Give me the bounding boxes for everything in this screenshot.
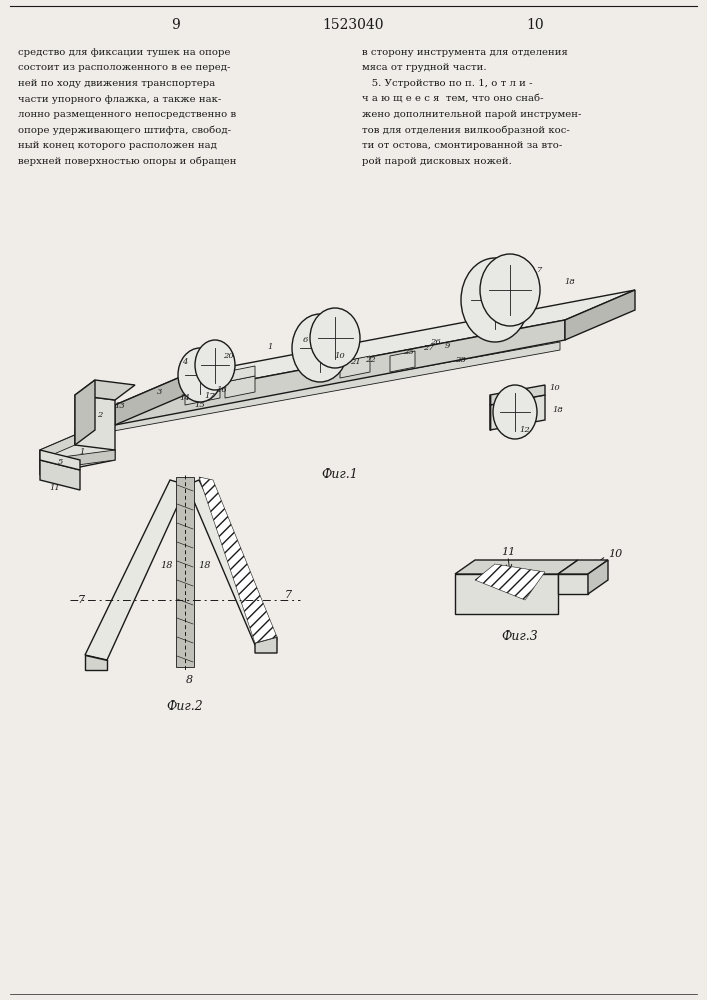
Text: 13: 13 <box>115 402 125 410</box>
Polygon shape <box>199 477 277 643</box>
Text: 15: 15 <box>194 401 205 409</box>
Text: 6: 6 <box>303 336 308 344</box>
Polygon shape <box>85 655 107 670</box>
Text: ти от остова, смонтированной за вто-: ти от остова, смонтированной за вто- <box>362 141 562 150</box>
Polygon shape <box>390 351 415 372</box>
Text: рой парой дисковых ножей.: рой парой дисковых ножей. <box>362 156 512 165</box>
Text: в сторону инструмента для отделения: в сторону инструмента для отделения <box>362 48 568 57</box>
Ellipse shape <box>310 308 360 368</box>
Polygon shape <box>40 450 80 470</box>
Text: 20: 20 <box>223 352 233 360</box>
Polygon shape <box>176 477 194 667</box>
Polygon shape <box>75 380 95 445</box>
Text: 1: 1 <box>79 448 85 456</box>
Polygon shape <box>115 320 565 425</box>
Text: ч а ю щ е е с я  тем, что оно снаб-: ч а ю щ е е с я тем, что оно снаб- <box>362 95 544 104</box>
Text: 9: 9 <box>170 18 180 32</box>
Text: 9: 9 <box>444 342 450 350</box>
Text: 7: 7 <box>285 590 292 600</box>
Text: 1: 1 <box>267 343 273 351</box>
Polygon shape <box>558 574 588 594</box>
Text: 5. Устройство по п. 1, о т л и -: 5. Устройство по п. 1, о т л и - <box>362 79 532 88</box>
Text: Фиг.2: Фиг.2 <box>167 700 204 713</box>
Polygon shape <box>40 450 115 470</box>
Text: Фиг.1: Фиг.1 <box>322 468 358 481</box>
Polygon shape <box>40 435 75 460</box>
Polygon shape <box>565 290 635 340</box>
Ellipse shape <box>195 340 235 390</box>
Text: 10: 10 <box>526 18 544 32</box>
Polygon shape <box>75 342 560 438</box>
Text: 22: 22 <box>365 356 375 364</box>
Text: 11: 11 <box>501 547 515 557</box>
Polygon shape <box>225 376 255 398</box>
Polygon shape <box>40 460 80 490</box>
Text: 7: 7 <box>78 595 85 605</box>
Polygon shape <box>490 395 545 430</box>
Ellipse shape <box>178 348 222 402</box>
Text: 11: 11 <box>49 484 60 492</box>
Polygon shape <box>475 564 545 600</box>
Polygon shape <box>225 366 255 382</box>
Text: 18: 18 <box>553 406 563 414</box>
Text: 4: 4 <box>182 358 187 366</box>
Polygon shape <box>40 435 115 475</box>
Polygon shape <box>455 574 558 614</box>
Text: 16: 16 <box>216 386 228 394</box>
Polygon shape <box>185 368 220 385</box>
Polygon shape <box>85 480 187 660</box>
Polygon shape <box>558 560 608 574</box>
Text: 7: 7 <box>537 266 543 274</box>
Text: 12: 12 <box>520 426 530 434</box>
Text: тов для отделения вилкообразной кос-: тов для отделения вилкообразной кос- <box>362 125 570 135</box>
Text: 18: 18 <box>160 560 173 570</box>
Ellipse shape <box>292 314 348 382</box>
Polygon shape <box>185 378 220 405</box>
Text: 14: 14 <box>180 394 190 402</box>
Text: 21: 21 <box>350 358 361 366</box>
Text: жено дополнительной парой инструмен-: жено дополнительной парой инструмен- <box>362 110 581 119</box>
Text: мяса от грудной части.: мяса от грудной части. <box>362 64 486 73</box>
Text: 25: 25 <box>402 348 414 356</box>
Text: Фиг.3: Фиг.3 <box>502 630 538 643</box>
Text: 10: 10 <box>608 549 622 559</box>
Text: верхней поверхностью опоры и обращен: верхней поверхностью опоры и обращен <box>18 156 237 166</box>
Text: 18: 18 <box>199 560 211 570</box>
Polygon shape <box>340 356 370 378</box>
Polygon shape <box>75 395 115 450</box>
Text: 2: 2 <box>98 411 103 419</box>
Text: 10: 10 <box>334 352 346 360</box>
Polygon shape <box>455 560 578 574</box>
Text: средство для фиксации тушек на опоре: средство для фиксации тушек на опоре <box>18 48 230 57</box>
Text: состоит из расположенного в ее перед-: состоит из расположенного в ее перед- <box>18 64 230 73</box>
Text: лонно размещенного непосредственно в: лонно размещенного непосредственно в <box>18 110 236 119</box>
Ellipse shape <box>493 385 537 439</box>
Polygon shape <box>187 480 277 645</box>
Polygon shape <box>588 560 608 594</box>
Text: 10: 10 <box>549 384 561 392</box>
Text: 26: 26 <box>430 338 440 346</box>
Text: опоре удерживающего штифта, свобод-: опоре удерживающего штифта, свобод- <box>18 125 231 135</box>
Polygon shape <box>115 375 185 425</box>
Text: 28: 28 <box>455 356 465 364</box>
Text: 17: 17 <box>204 392 216 400</box>
Text: ный конец которого расположен над: ный конец которого расположен над <box>18 141 217 150</box>
Polygon shape <box>75 380 135 400</box>
Text: части упорного флажка, а также нак-: части упорного флажка, а также нак- <box>18 95 221 104</box>
Text: ней по ходу движения транспортера: ней по ходу движения транспортера <box>18 79 215 88</box>
Text: 8: 8 <box>185 675 192 685</box>
Text: 18: 18 <box>565 278 575 286</box>
Polygon shape <box>115 290 635 405</box>
Text: 3: 3 <box>158 388 163 396</box>
Polygon shape <box>490 385 545 405</box>
Ellipse shape <box>461 258 529 342</box>
Text: 1523040: 1523040 <box>322 18 384 32</box>
Text: 27: 27 <box>423 344 433 352</box>
Ellipse shape <box>480 254 540 326</box>
Text: 5: 5 <box>57 458 63 466</box>
Polygon shape <box>255 637 277 653</box>
